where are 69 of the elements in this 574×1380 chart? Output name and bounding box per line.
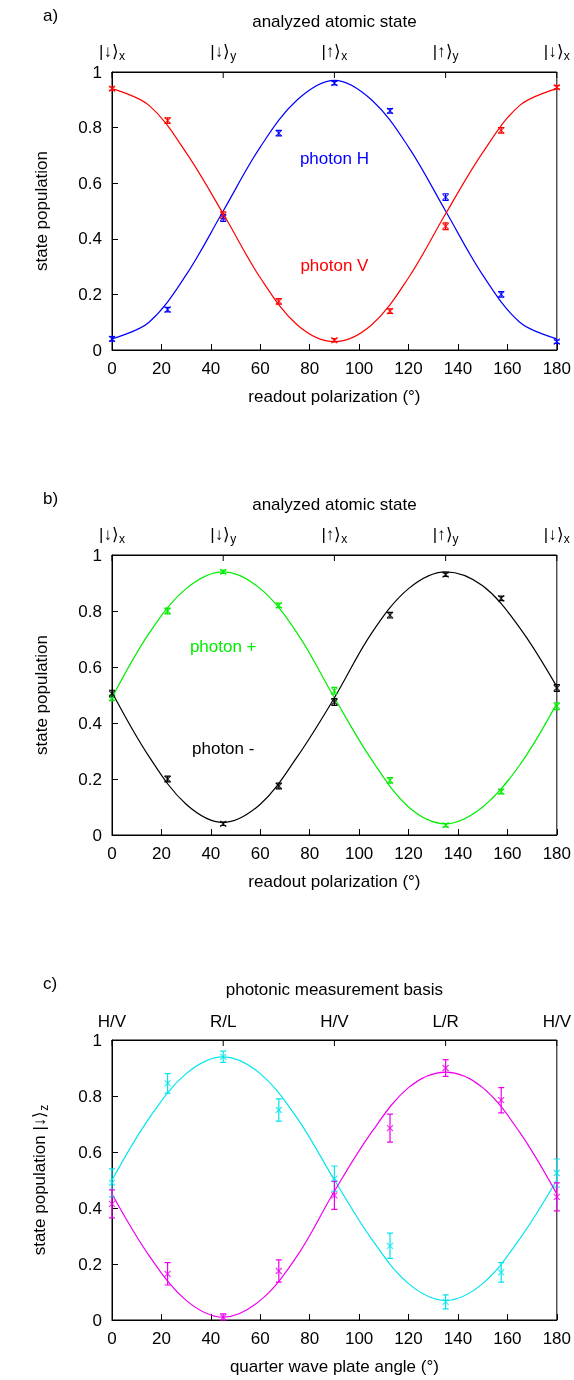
x-tick-label: 140 bbox=[443, 359, 473, 378]
x-tick-label: 100 bbox=[344, 844, 374, 863]
x-tick-label: 180 bbox=[542, 359, 572, 378]
y-tick-label: 0 bbox=[92, 1310, 102, 1330]
y-tick-label: 1 bbox=[92, 62, 102, 82]
y-tick-label: 0.8 bbox=[78, 1086, 102, 1106]
x-tick-label: 20 bbox=[151, 844, 171, 863]
x-tick-label: 40 bbox=[201, 1329, 221, 1348]
x-axis-title: readout polarization (°) bbox=[248, 387, 421, 406]
x2-axis-title: photonic measurement basis bbox=[225, 980, 444, 999]
y-axis-title: state population |↓⟩z bbox=[29, 1104, 51, 1256]
x-tick-label: 40 bbox=[201, 359, 221, 378]
x-tick-label: 100 bbox=[344, 359, 374, 378]
x-tick-label: 0 bbox=[107, 1329, 117, 1348]
y-tick-label: 0.2 bbox=[78, 1254, 102, 1274]
text: H/V bbox=[320, 1012, 350, 1031]
x-tick-label: 140 bbox=[443, 844, 473, 863]
x-tick-label: 60 bbox=[250, 844, 270, 863]
chart-title: b) bbox=[43, 489, 59, 508]
y-tick-label: 0.8 bbox=[78, 118, 102, 138]
y-axis-title: state population bbox=[32, 150, 51, 272]
x-tick-label: 100 bbox=[344, 1329, 374, 1348]
y-tick-label: 0.4 bbox=[78, 1198, 102, 1218]
text: H/V bbox=[542, 1012, 572, 1031]
x-tick-label: 0 bbox=[107, 844, 117, 863]
y-tick-label: 0.2 bbox=[78, 769, 102, 789]
x-axis-title: readout polarization (°) bbox=[248, 872, 421, 891]
y-tick-label: 0.6 bbox=[78, 657, 102, 677]
x-tick-label: 160 bbox=[493, 1329, 522, 1348]
x-tick-label: 180 bbox=[542, 1329, 572, 1348]
x-tick-label: 20 bbox=[151, 1329, 171, 1348]
y-tick-label: 0.4 bbox=[78, 713, 102, 733]
x-tick-label: 120 bbox=[394, 1329, 423, 1348]
y-tick-label: 0.6 bbox=[78, 173, 102, 193]
x-tick-label: 80 bbox=[300, 359, 320, 378]
x-axis-title: quarter wave plate angle (°) bbox=[229, 1357, 439, 1376]
x-tick-label: 80 bbox=[300, 1329, 320, 1348]
y-tick-label: 1 bbox=[92, 1030, 102, 1050]
x-tick-label: 140 bbox=[443, 1329, 473, 1348]
y-axis-title: state population bbox=[32, 634, 51, 756]
series-label: photon H bbox=[299, 148, 369, 168]
x-tick-label: 60 bbox=[250, 359, 270, 378]
text: L/R bbox=[432, 1012, 459, 1031]
text: H/V bbox=[97, 1012, 127, 1031]
y-tick-label: 1 bbox=[92, 545, 102, 565]
series-label: photon + bbox=[189, 637, 257, 657]
x-tick-label: 180 bbox=[542, 844, 572, 863]
text: R/L bbox=[209, 1012, 237, 1031]
series-label: photon - bbox=[192, 739, 255, 759]
x-tick-label: 0 bbox=[107, 359, 117, 378]
x-tick-label: 80 bbox=[300, 844, 320, 863]
x-tick-label: 60 bbox=[250, 1329, 270, 1348]
x-tick-label: 20 bbox=[151, 359, 171, 378]
x2-axis-title: analyzed atomic state bbox=[252, 495, 417, 514]
y-tick-label: 0.8 bbox=[78, 601, 102, 621]
chart-title: c) bbox=[43, 974, 58, 993]
series-label: photon V bbox=[300, 255, 370, 275]
x-tick-label: 120 bbox=[394, 359, 423, 378]
x-tick-label: 40 bbox=[201, 844, 221, 863]
chart-title: a) bbox=[43, 6, 59, 25]
y-tick-label: 0.6 bbox=[78, 1142, 102, 1162]
x2-axis-title: analyzed atomic state bbox=[252, 12, 417, 31]
x-tick-label: 160 bbox=[493, 359, 522, 378]
x-tick-label: 120 bbox=[394, 844, 423, 863]
y-tick-label: 0.2 bbox=[78, 284, 102, 304]
y-tick-label: 0.4 bbox=[78, 229, 102, 249]
x-tick-label: 160 bbox=[493, 844, 522, 863]
y-tick-label: 0 bbox=[92, 340, 102, 360]
y-tick-label: 0 bbox=[92, 825, 102, 845]
